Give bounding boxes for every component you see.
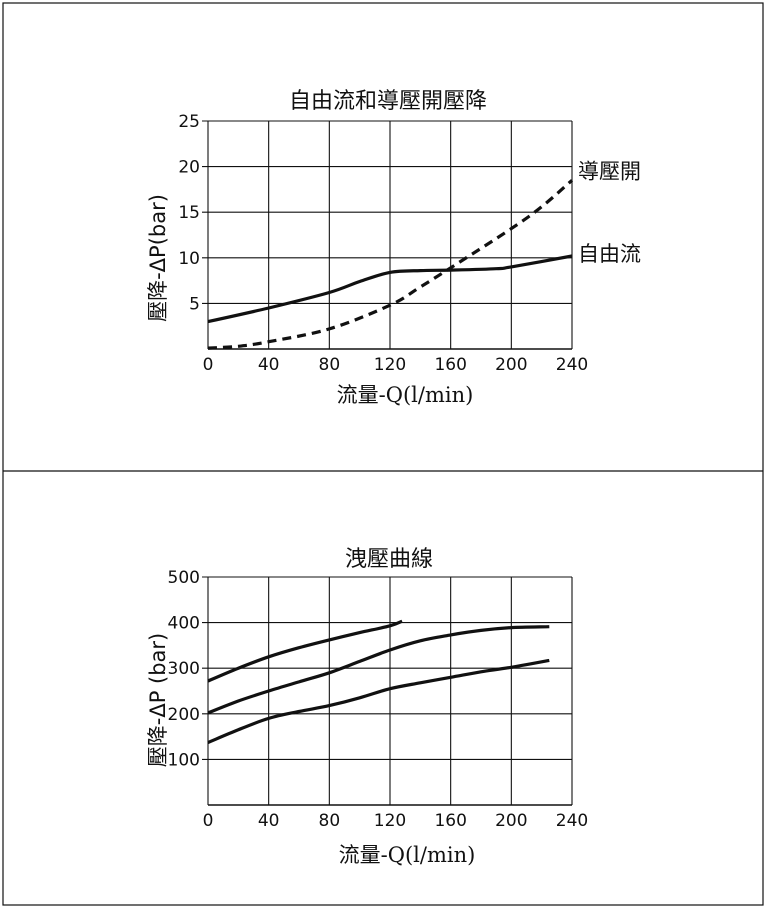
- chart-2-xlabel: 流量-Q(l/min): [339, 843, 476, 867]
- chart-1-x-tick-label: 240: [556, 355, 588, 375]
- chart-1-series-line: [207, 254, 573, 324]
- chart-1-title: 自由流和導壓開壓降: [289, 89, 487, 114]
- chart-2-y-tick-label: 100: [168, 750, 200, 770]
- chart-2-x-tick-label: 0: [203, 811, 214, 831]
- chart-2-series-line: [207, 619, 403, 683]
- chart-2-series-line: [207, 658, 550, 744]
- chart-2-x-tick-label: 160: [434, 811, 466, 831]
- chart-1-xlabel: 流量-Q(l/min): [337, 383, 474, 407]
- chart-2-title: 洩壓曲線: [345, 547, 433, 572]
- chart-1-plot: 0 40 80 120 160 200 240 5 10 15 20 25 自由流 導壓開: [178, 112, 641, 375]
- chart-2-x-tick-label: 200: [495, 811, 527, 831]
- chart-1-y-tick-label: 25: [178, 112, 200, 132]
- chart-1-x-tick-label: 0: [203, 355, 214, 375]
- chart-1-series-label: 導壓開: [578, 159, 641, 183]
- chart-1-y-tick-label: 15: [178, 203, 200, 223]
- chart-2-x-tick-label: 240: [556, 811, 588, 831]
- chart-1-y-tick-label: 5: [189, 294, 200, 314]
- chart-1-series-line: [207, 179, 574, 350]
- chart-2-x-tick-label: 120: [374, 811, 406, 831]
- chart-1-x-tick-label: 80: [319, 355, 341, 375]
- chart-1-y-tick-label: 10: [178, 249, 200, 269]
- chart-2-plot: 0 40 80 120 160 200 240 100 200 300 400 500: [168, 568, 589, 831]
- chart-2-x-tick-label: 40: [258, 811, 280, 831]
- chart-2-y-tick-label: 200: [168, 705, 200, 725]
- chart-2-ylabel: 壓降-ΔP (bar): [146, 633, 170, 768]
- chart-1-y-tick-label: 20: [178, 158, 200, 178]
- chart-1-series-label: 自由流: [578, 242, 641, 266]
- chart-1-x-tick-label: 200: [495, 355, 527, 375]
- chart-2-y-tick-label: 500: [168, 568, 200, 588]
- chart-1-x-tick-label: 160: [434, 355, 466, 375]
- chart-2-y-tick-label: 300: [168, 659, 200, 679]
- chart-1-x-tick-label: 40: [258, 355, 280, 375]
- chart-2-x-tick-label: 80: [319, 811, 341, 831]
- chart-1-ylabel: 壓降-ΔP(bar): [146, 194, 170, 322]
- chart-1-x-tick-label: 120: [374, 355, 406, 375]
- chart-2-series-line: [207, 625, 550, 715]
- chart-2-y-tick-label: 400: [168, 614, 200, 634]
